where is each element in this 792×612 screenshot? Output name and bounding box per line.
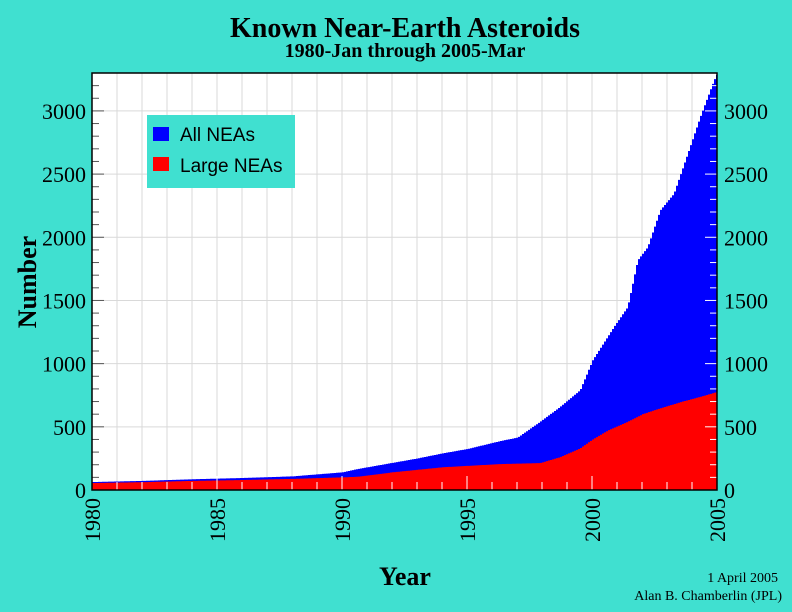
y-tick-label-left: 1000 bbox=[42, 352, 86, 377]
x-tick-label: 1995 bbox=[455, 498, 480, 542]
x-tick-label: 1990 bbox=[330, 498, 355, 542]
y-tick-label-left: 500 bbox=[53, 415, 86, 440]
legend-box bbox=[147, 115, 295, 188]
x-tick-label: 2000 bbox=[580, 498, 605, 542]
y-tick-label-right: 2500 bbox=[724, 162, 768, 187]
legend: All NEAs Large NEAs bbox=[147, 115, 295, 188]
y-tick-label-left: 3000 bbox=[42, 99, 86, 124]
footer-date: 1 April 2005 bbox=[707, 571, 778, 586]
y-tick-label-left: 2500 bbox=[42, 162, 86, 187]
legend-swatch-all bbox=[153, 127, 169, 141]
footer-author: Alan B. Chamberlin (JPL) bbox=[634, 589, 782, 604]
chart-subtitle: 1980-Jan through 2005-Mar bbox=[285, 40, 526, 62]
y-axis-label: Number bbox=[13, 236, 42, 328]
y-tick-label-left: 1500 bbox=[42, 288, 86, 313]
y-tick-label-left: 0 bbox=[75, 478, 86, 503]
x-tick-label: 2005 bbox=[705, 498, 730, 542]
legend-label-large: Large NEAs bbox=[180, 156, 282, 177]
y-tick-label-right: 1000 bbox=[724, 352, 768, 377]
x-tick-label: 1980 bbox=[80, 498, 105, 542]
x-tick-label: 1985 bbox=[205, 498, 230, 542]
plot-frame bbox=[91, 72, 718, 491]
tick-labels: 0 0 500 500 1000 1000 1500 1500 2000 2000 2500 2500… bbox=[42, 99, 768, 542]
y-tick-label-right: 3000 bbox=[724, 99, 768, 124]
y-tick-label-left: 2000 bbox=[42, 225, 86, 250]
legend-label-all: All NEAs bbox=[180, 125, 255, 146]
y-tick-label-right: 1500 bbox=[724, 288, 768, 313]
y-tick-label-right: 2000 bbox=[724, 225, 768, 250]
chart-title: Known Near-Earth Asteroids bbox=[230, 13, 580, 44]
areas bbox=[92, 75, 717, 490]
y-tick-label-right: 500 bbox=[724, 415, 757, 440]
ticks bbox=[91, 72, 718, 491]
series-area-large-neas bbox=[92, 392, 717, 490]
legend-swatch-large bbox=[153, 157, 169, 171]
y-tick-label-right: 0 bbox=[724, 478, 735, 503]
x-axis-label: Year bbox=[379, 562, 431, 591]
